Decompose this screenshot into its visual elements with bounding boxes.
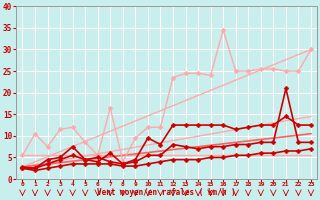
X-axis label: Vent moyen/en rafales ( km/h ): Vent moyen/en rafales ( km/h )	[97, 188, 236, 197]
